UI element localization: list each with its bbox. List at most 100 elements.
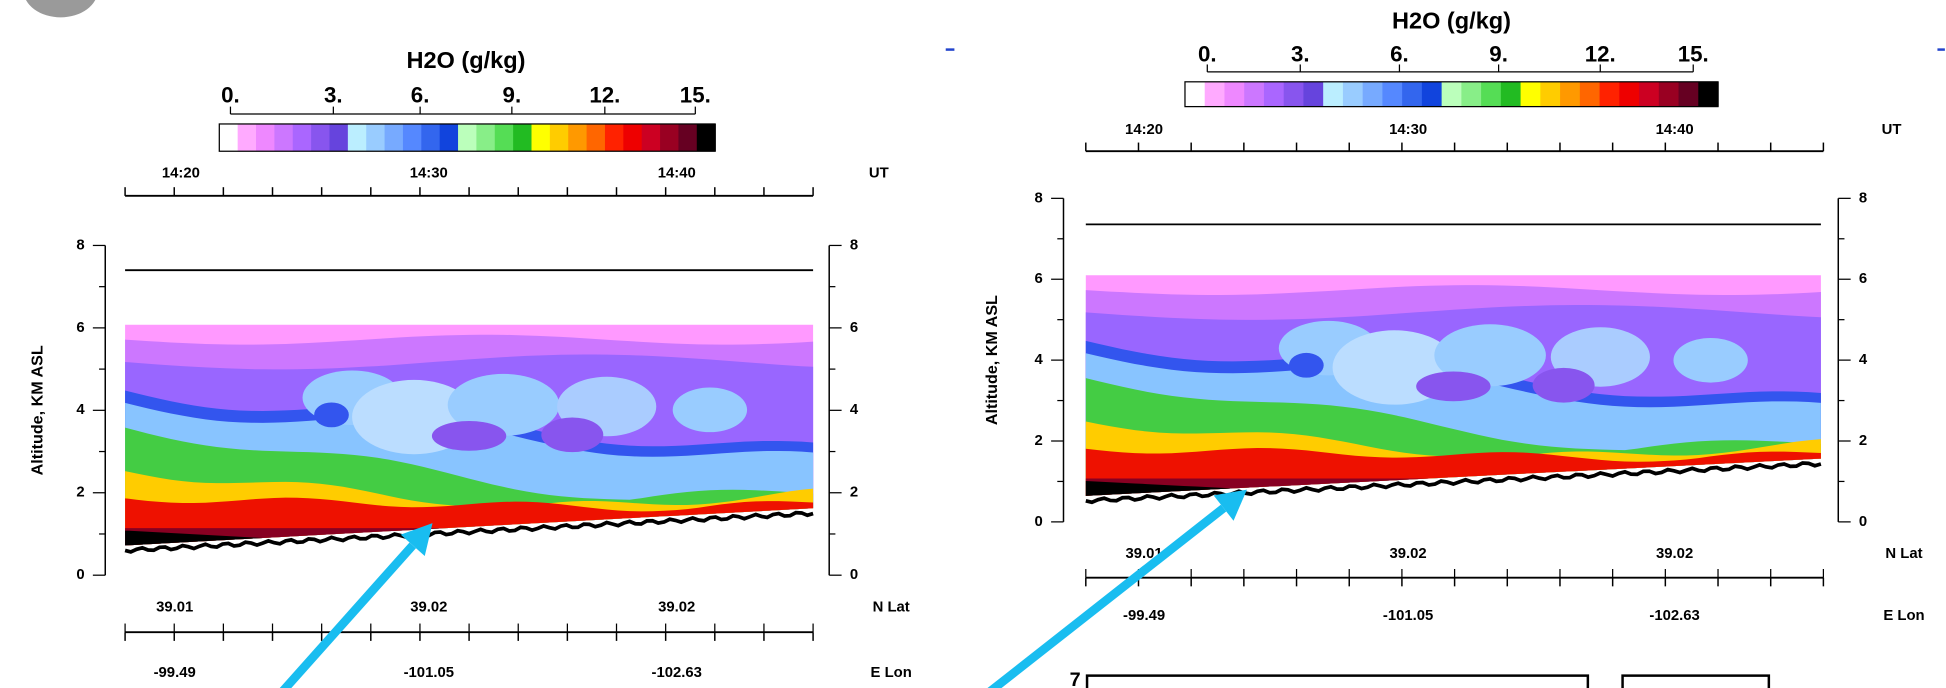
time-unit: UT (869, 165, 889, 181)
y-tick-label: 2 (76, 485, 84, 501)
colorbar-tick-label: 15. (1678, 42, 1709, 67)
ground-line (124, 510, 814, 554)
colorbar-title: H2O (g/kg) (406, 47, 525, 73)
lat-tick-label: 39.02 (658, 599, 695, 615)
colorbar-swatch (1579, 81, 1601, 107)
colorbar-title: H2O (g/kg) (1392, 8, 1511, 34)
colorbar-swatch (1658, 81, 1680, 107)
colorbar-swatch (366, 123, 386, 152)
colorbar-swatch (439, 123, 459, 152)
curtain-patch (1416, 371, 1491, 402)
colorbar-swatch (402, 123, 422, 152)
colorbar-swatch (604, 123, 624, 152)
lon-tick-label: -102.63 (1649, 608, 1699, 624)
time-tick-label: 14:40 (1656, 122, 1694, 138)
y-tick-label: 4 (850, 402, 859, 418)
time-tick-label: 14:40 (658, 165, 696, 181)
curtain-darkred (125, 508, 814, 546)
curtain-darkred (1085, 458, 1821, 496)
y-tick-label: 0 (1035, 514, 1043, 530)
colorbar-swatch (1560, 81, 1581, 107)
y-tick-label: 8 (1859, 190, 1867, 206)
colorbar-swatch (568, 123, 588, 152)
arrow-shaft (279, 542, 416, 688)
y-tick-label: 6 (1859, 271, 1867, 287)
colorbar-swatch (660, 123, 680, 152)
panel: H2O (g/kg) 0. 3. 6. 9. 12. 15. 14:20 14:30 14:40 U… (29, 47, 912, 681)
colorbar-swatch (421, 123, 441, 152)
colorbar-swatch (1402, 81, 1423, 107)
lat-unit: N Lat (873, 599, 910, 615)
colorbar-swatch (476, 123, 496, 152)
curtain-patch (431, 421, 507, 451)
colorbar-swatch (1204, 81, 1226, 107)
arrows (279, 489, 1247, 688)
colorbar-tick-label: 12. (1585, 42, 1616, 67)
colorbar-swatch (1263, 81, 1285, 107)
y-axis-label: Altitude, KM ASL (983, 295, 1001, 425)
panel: H2O (g/kg) 0. 3. 6. 9. 12. 15. 14:20 14:30 14:40 U… (983, 8, 1925, 624)
colorbar-swatch (1244, 81, 1265, 107)
colorbar-swatch (1698, 81, 1719, 107)
lat-tick-label: 39.02 (410, 599, 447, 615)
y-tick-label: 8 (850, 237, 858, 253)
colorbar-tick-label: 9. (1489, 42, 1508, 67)
bottom-fragment-label: 7 (1070, 669, 1081, 688)
colorbar-swatch (623, 123, 643, 152)
y-tick-label: 4 (76, 402, 85, 418)
logo-fragment (25, 0, 96, 18)
time-tick-label: 14:20 (162, 165, 200, 181)
colorbar-swatch (1342, 81, 1364, 107)
colorbar-tick-label: 6. (411, 83, 430, 108)
colorbar-swatch (1678, 81, 1699, 107)
curtain-patch (1434, 324, 1546, 387)
y-axis-label: Altitude, KM ASL (29, 345, 47, 475)
colorbar-tick-label: 6. (1390, 42, 1409, 67)
curtain-patch (314, 402, 349, 428)
colorbar-tick-label: 12. (589, 83, 620, 108)
arrow-shaft (987, 504, 1227, 688)
lon-unit: E Lon (1883, 608, 1924, 624)
colorbar-swatch (256, 123, 276, 152)
lat-tick-label: 39.01 (156, 599, 193, 615)
y-tick-label: 8 (76, 237, 84, 253)
colorbar-swatch (1461, 81, 1482, 107)
lon-tick-label: -99.49 (1123, 608, 1165, 624)
colorbar-tick-label: 15. (680, 83, 711, 108)
curtain-patch (1288, 352, 1324, 378)
colorbar-swatch (1500, 81, 1522, 107)
colorbar-swatch (1303, 81, 1324, 107)
colorbar-swatch (696, 123, 716, 152)
colorbar-tick-label: 0. (221, 83, 240, 108)
y-tick-label: 8 (1035, 190, 1043, 206)
curtain-patch (1532, 367, 1595, 403)
bottom-ruler (1085, 674, 1771, 688)
colorbar-swatch (678, 123, 698, 152)
colorbar-swatch (347, 123, 367, 152)
lon-tick-label: -101.05 (1383, 608, 1433, 624)
colorbar-swatch (274, 123, 294, 152)
colorbar-swatch (292, 123, 312, 152)
colorbar-swatch (1382, 81, 1403, 107)
colorbar-swatch (1441, 81, 1462, 107)
colorbar-tick-label: 3. (324, 83, 343, 108)
lat-unit: N Lat (1885, 546, 1922, 562)
colorbar-swatch (1599, 81, 1620, 107)
y-tick-label: 6 (1035, 271, 1043, 287)
time-unit: UT (1882, 122, 1902, 138)
panels: H2O (g/kg) 0. 3. 6. 9. 12. 15. 14:20 14:30 14:40 U… (29, 8, 1925, 682)
colorbar-swatch (237, 123, 257, 152)
lon-unit: E Lon (871, 665, 912, 681)
colorbar-frame (218, 123, 716, 152)
colorbar-swatch (1323, 81, 1344, 107)
colorbar-swatch (513, 123, 533, 152)
arrow-head (400, 523, 433, 557)
colorbar-swatch (1520, 81, 1541, 107)
y-tick-label: 0 (1859, 514, 1867, 530)
colorbar-swatch (1283, 81, 1305, 107)
y-tick-label: 6 (76, 320, 84, 336)
colorbar-tick-label: 0. (1198, 42, 1217, 67)
colorbar-swatch (1481, 81, 1502, 107)
